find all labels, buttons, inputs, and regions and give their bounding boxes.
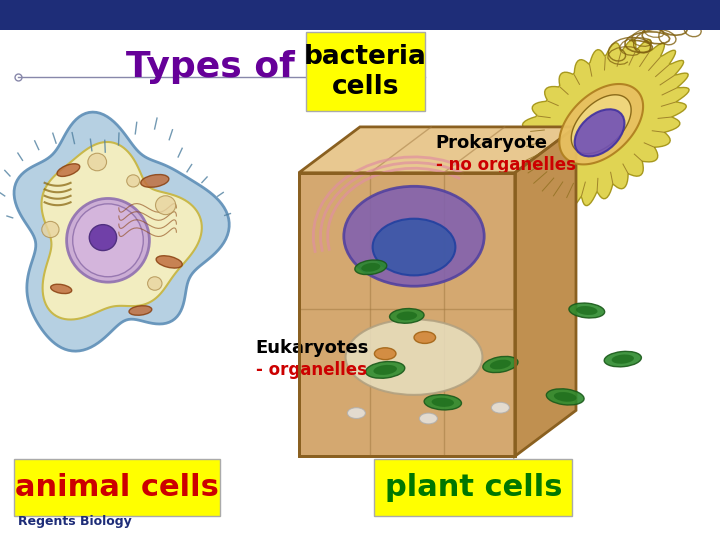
Ellipse shape [89,225,117,251]
Ellipse shape [414,332,436,343]
Ellipse shape [66,198,150,282]
Ellipse shape [576,306,598,315]
Ellipse shape [554,392,577,402]
Polygon shape [571,95,631,153]
Text: animal cells: animal cells [15,473,219,502]
Ellipse shape [73,204,143,276]
Ellipse shape [366,361,405,379]
Ellipse shape [88,153,107,171]
Ellipse shape [612,354,634,364]
Ellipse shape [361,263,380,272]
Text: - organelles: - organelles [256,361,366,379]
Polygon shape [299,173,515,456]
Polygon shape [559,84,643,164]
Polygon shape [14,112,229,351]
Ellipse shape [546,389,584,405]
Ellipse shape [156,195,176,214]
Ellipse shape [419,413,438,424]
Text: plant cells: plant cells [384,473,562,502]
Ellipse shape [42,221,59,238]
Ellipse shape [148,276,162,291]
Ellipse shape [431,398,454,407]
Text: Eukaryotes: Eukaryotes [256,339,369,357]
Text: Prokaryote: Prokaryote [436,134,548,152]
Ellipse shape [129,306,152,315]
Ellipse shape [604,352,642,367]
Ellipse shape [347,408,365,418]
Ellipse shape [374,348,396,360]
FancyBboxPatch shape [0,0,720,30]
FancyBboxPatch shape [374,459,572,516]
Ellipse shape [492,402,510,413]
Text: bacteria
cells: bacteria cells [304,44,427,99]
Ellipse shape [390,308,424,323]
Text: Types of cells: Types of cells [126,51,400,84]
Ellipse shape [569,303,605,318]
Ellipse shape [156,256,182,268]
FancyBboxPatch shape [14,459,220,516]
Ellipse shape [575,109,624,157]
FancyBboxPatch shape [306,32,425,111]
Polygon shape [299,127,576,173]
Ellipse shape [483,356,518,373]
Ellipse shape [346,319,482,395]
Polygon shape [515,127,576,456]
Ellipse shape [374,365,397,375]
Ellipse shape [50,284,72,294]
Polygon shape [42,142,202,320]
Ellipse shape [344,186,484,286]
Ellipse shape [355,260,387,275]
Ellipse shape [57,164,80,177]
Ellipse shape [372,219,455,275]
Text: - no organelles: - no organelles [436,156,575,174]
Polygon shape [513,39,689,209]
Ellipse shape [424,395,462,410]
Ellipse shape [490,360,511,369]
Ellipse shape [127,175,140,187]
Text: Regents Biology: Regents Biology [18,515,132,528]
Ellipse shape [397,312,417,320]
Ellipse shape [140,174,169,187]
